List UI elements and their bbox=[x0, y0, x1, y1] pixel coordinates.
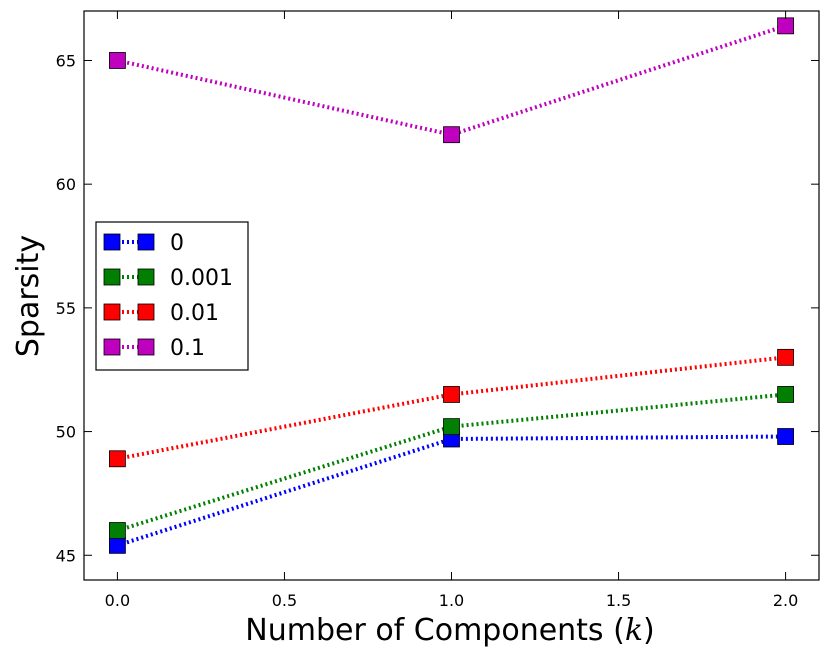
legend-label: 0 bbox=[170, 231, 184, 256]
data-point bbox=[109, 450, 126, 468]
x-axis-label-close: ) bbox=[643, 613, 655, 648]
legend-label: 0.01 bbox=[170, 301, 219, 326]
y-tick-label: 60 bbox=[56, 175, 76, 194]
x-tick-label: 0.5 bbox=[272, 591, 297, 610]
legend-item: 0.1 bbox=[103, 336, 205, 361]
legend-box bbox=[95, 221, 249, 371]
x-tick-label: 2.0 bbox=[773, 591, 798, 610]
legend-label: 0.1 bbox=[170, 336, 205, 361]
series-0.001 bbox=[109, 386, 794, 539]
data-point bbox=[443, 418, 460, 436]
legend-item: 0 bbox=[103, 231, 184, 256]
y-tick-label: 65 bbox=[56, 51, 76, 70]
legend-marker bbox=[103, 338, 121, 356]
ticks-layer: 0.0 0.5 1.0 1.5 2.0 45 50 55 60 65 bbox=[56, 11, 819, 610]
data-point bbox=[777, 428, 794, 445]
legend: 0 0.001 0.01 0.1 bbox=[95, 221, 249, 371]
x-tick-label: 1.0 bbox=[439, 591, 464, 610]
legend-marker bbox=[137, 303, 155, 321]
data-point bbox=[109, 536, 126, 554]
series-0.1 bbox=[109, 17, 794, 144]
data-point bbox=[777, 386, 794, 403]
series-layer bbox=[109, 17, 794, 554]
legend-marker bbox=[137, 233, 155, 251]
x-tick-label: 1.5 bbox=[606, 591, 631, 610]
data-point bbox=[777, 17, 794, 35]
y-tick-label: 45 bbox=[56, 546, 76, 565]
y-tick-label: 55 bbox=[56, 299, 76, 318]
series-0.01 bbox=[109, 348, 794, 468]
legend-marker bbox=[103, 233, 121, 251]
data-point bbox=[109, 52, 126, 69]
data-point bbox=[109, 522, 126, 539]
legend-item: 0.01 bbox=[103, 301, 219, 326]
data-point bbox=[777, 348, 794, 366]
legend-marker bbox=[137, 268, 155, 286]
legend-label: 0.001 bbox=[170, 266, 233, 291]
x-axis-label: Number of Components (k) bbox=[245, 613, 654, 648]
y-axis-label: Sparsity bbox=[11, 235, 46, 357]
y-tick-label: 50 bbox=[56, 423, 76, 442]
series-0 bbox=[109, 428, 794, 554]
data-point bbox=[443, 126, 460, 144]
legend-marker bbox=[103, 303, 121, 321]
series-line bbox=[116, 392, 786, 533]
x-axis-label-math: k bbox=[625, 613, 643, 648]
series-line bbox=[116, 23, 787, 137]
x-tick-label: 0.0 bbox=[105, 591, 130, 610]
data-point bbox=[443, 386, 460, 403]
x-axis-label-text: Number of Components ( bbox=[245, 613, 625, 648]
legend-marker bbox=[103, 268, 121, 286]
legend-item: 0.001 bbox=[103, 266, 233, 291]
legend-marker bbox=[137, 338, 155, 356]
series-line bbox=[116, 434, 786, 548]
